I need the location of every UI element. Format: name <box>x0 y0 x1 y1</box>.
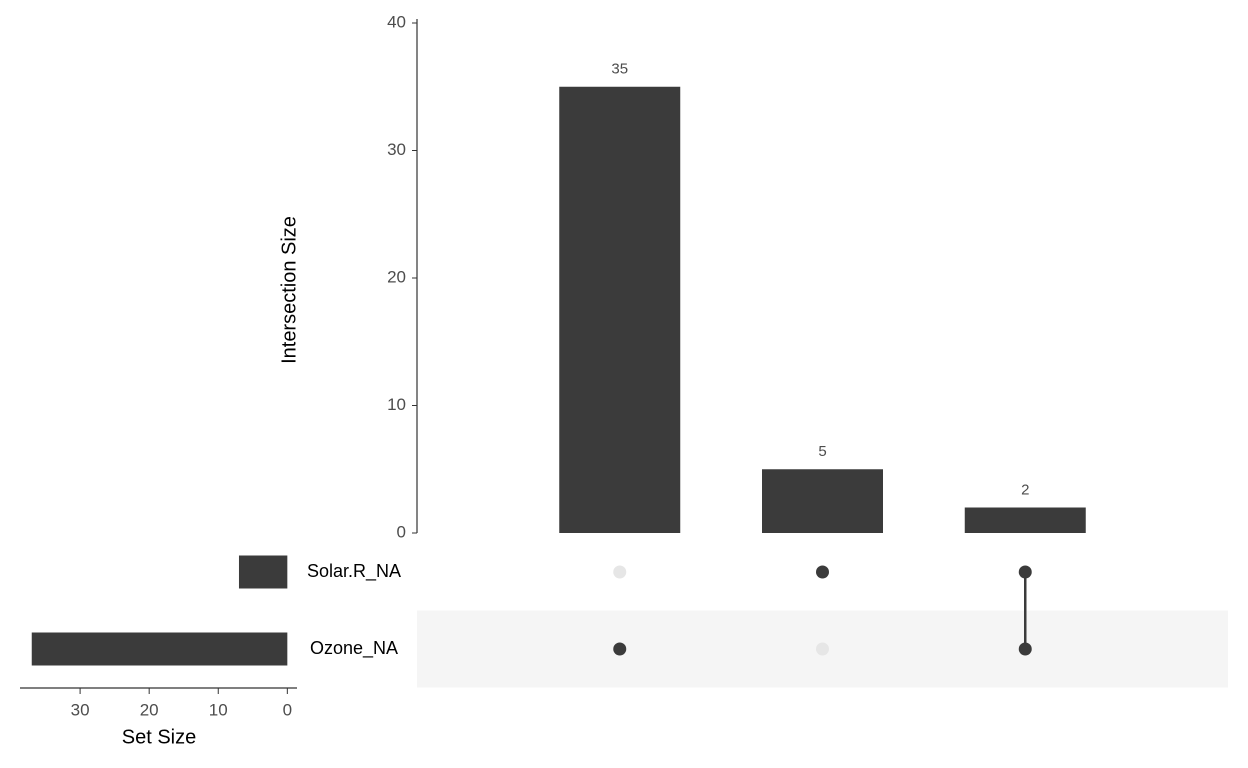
value-label: 35 <box>611 61 628 78</box>
matrix-dot <box>816 565 829 579</box>
x-tick-label: 30 <box>71 700 90 719</box>
y-tick-label: 30 <box>387 140 406 159</box>
set-label: Ozone_NA <box>310 638 398 659</box>
y-axis-title: Intersection Size <box>278 216 300 364</box>
value-label: 2 <box>1021 481 1029 498</box>
x-tick-label: 0 <box>283 700 292 719</box>
x-tick-label: 20 <box>140 700 159 719</box>
matrix-dot <box>613 565 627 579</box>
bar <box>964 507 1086 533</box>
x-tick-label: 10 <box>209 700 228 719</box>
value-label: 5 <box>818 443 826 460</box>
set-label: Solar.R_NA <box>307 561 401 582</box>
y-tick-label: 0 <box>397 522 406 541</box>
y-tick-label: 10 <box>387 395 406 414</box>
matrix-dot <box>816 642 829 656</box>
bar <box>559 86 681 533</box>
matrix-dot <box>1018 642 1032 656</box>
matrix-dot <box>1018 565 1032 579</box>
set-size-bar <box>238 555 288 589</box>
x-axis-title: Set Size <box>122 726 196 748</box>
set-size-bar <box>31 632 288 666</box>
bar <box>762 469 883 533</box>
matrix-dot <box>613 642 627 656</box>
y-tick-label: 20 <box>387 267 406 286</box>
y-tick-label: 40 <box>387 12 406 31</box>
